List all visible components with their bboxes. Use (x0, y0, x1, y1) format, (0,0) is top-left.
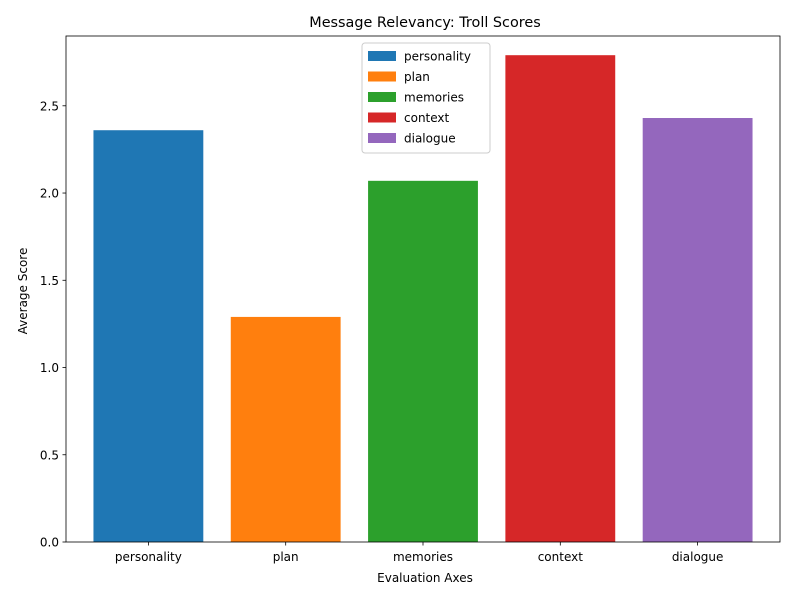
bar-plan (230, 316, 341, 542)
legend-swatch-dialogue (368, 133, 396, 143)
bar-memories (368, 180, 478, 543)
legend-label-dialogue: dialogue (404, 132, 456, 146)
chart-title: Message Relevancy: Troll Scores (309, 15, 540, 31)
bar-dialogue (642, 118, 753, 542)
y-tick-label: 0.0 (40, 536, 59, 550)
bars-layer (93, 55, 753, 543)
y-tick-label: 1.0 (40, 361, 59, 375)
x-axis-label: Evaluation Axes (377, 571, 473, 585)
legend-label-plan: plan (404, 70, 430, 84)
y-axis-label: Average Score (16, 248, 30, 335)
y-tick-label: 2.5 (40, 99, 59, 113)
x-tick-label-context: context (538, 550, 584, 564)
legend-swatch-plan (368, 71, 396, 82)
y-tick-label: 1.5 (40, 274, 59, 288)
y-ticks: 0.0 0.5 1.0 1.5 2.0 2.5 (40, 99, 66, 550)
x-tick-label-personality: personality (115, 550, 182, 564)
y-tick-label: 0.5 (40, 448, 59, 462)
legend-swatch-personality (368, 51, 396, 61)
x-tick-label-plan: plan (273, 550, 299, 564)
bar-personality (93, 130, 204, 542)
legend-box (361, 42, 491, 154)
legend-label-personality: personality (404, 50, 471, 64)
x-tick-label-memories: memories (393, 550, 453, 564)
legend: personality plan memories context dialogue (361, 42, 491, 154)
y-tick-label: 2.0 (40, 187, 59, 201)
legend-label-memories: memories (404, 91, 464, 105)
x-ticks: personality plan memories context dialogue (115, 542, 724, 564)
legend-swatch-context (368, 112, 396, 123)
bar-context (505, 55, 616, 542)
x-tick-label-dialogue: dialogue (672, 550, 724, 564)
legend-label-context: context (404, 111, 450, 125)
legend-swatch-memories (368, 92, 396, 102)
